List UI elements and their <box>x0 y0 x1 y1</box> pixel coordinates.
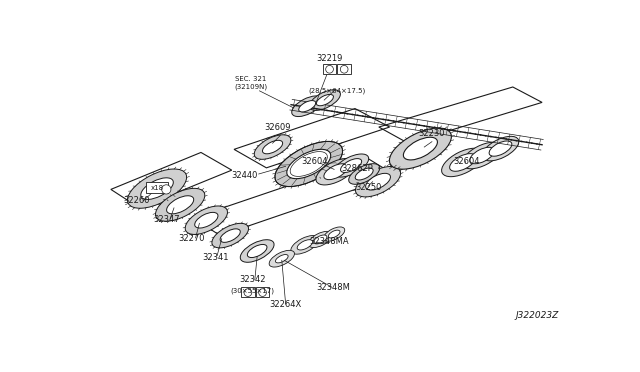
Ellipse shape <box>450 154 476 171</box>
Text: J322023Z: J322023Z <box>516 311 559 320</box>
Ellipse shape <box>316 158 355 185</box>
Ellipse shape <box>212 223 248 248</box>
Text: (28.5×64×17.5): (28.5×64×17.5) <box>308 87 366 94</box>
Bar <box>255 287 269 297</box>
Bar <box>323 64 337 74</box>
Text: 32250: 32250 <box>355 183 381 192</box>
Ellipse shape <box>259 289 266 296</box>
Ellipse shape <box>247 244 267 257</box>
Ellipse shape <box>127 169 187 208</box>
Ellipse shape <box>340 65 348 73</box>
Bar <box>147 182 168 193</box>
Ellipse shape <box>269 250 294 267</box>
Ellipse shape <box>489 141 512 156</box>
Ellipse shape <box>365 173 390 190</box>
Text: 32264X: 32264X <box>269 301 302 310</box>
Text: 32862P: 32862P <box>341 164 373 173</box>
Ellipse shape <box>316 94 333 106</box>
Text: SEC. 321
(32109N): SEC. 321 (32109N) <box>234 76 268 90</box>
Text: x18: x18 <box>150 185 164 191</box>
Ellipse shape <box>328 230 340 238</box>
Text: 32230: 32230 <box>419 129 445 138</box>
Text: 32348M: 32348M <box>316 283 350 292</box>
Ellipse shape <box>291 235 319 254</box>
Text: 32260: 32260 <box>124 196 150 205</box>
Text: 32440: 32440 <box>232 171 258 180</box>
Text: 32219: 32219 <box>316 54 343 63</box>
Ellipse shape <box>185 206 227 234</box>
Ellipse shape <box>141 178 173 199</box>
Text: 32348MA: 32348MA <box>310 237 349 246</box>
Ellipse shape <box>195 212 218 228</box>
Text: 32342: 32342 <box>239 275 266 284</box>
Ellipse shape <box>166 196 194 214</box>
Ellipse shape <box>299 100 316 112</box>
Ellipse shape <box>355 168 373 180</box>
Text: 32604: 32604 <box>301 157 328 166</box>
Ellipse shape <box>326 65 333 73</box>
Ellipse shape <box>262 140 283 154</box>
Ellipse shape <box>482 136 519 161</box>
Ellipse shape <box>314 235 327 244</box>
Text: 32270: 32270 <box>179 234 205 243</box>
Ellipse shape <box>333 154 369 177</box>
Bar <box>337 64 351 74</box>
Ellipse shape <box>275 254 288 263</box>
Ellipse shape <box>156 188 205 221</box>
Ellipse shape <box>292 96 323 116</box>
Text: 32347: 32347 <box>153 215 180 224</box>
Bar <box>241 287 255 297</box>
Ellipse shape <box>244 289 252 296</box>
Ellipse shape <box>254 135 291 159</box>
Ellipse shape <box>462 142 502 169</box>
Ellipse shape <box>340 158 362 173</box>
Text: 32609: 32609 <box>265 123 291 132</box>
Ellipse shape <box>220 229 240 242</box>
Ellipse shape <box>442 148 484 177</box>
Ellipse shape <box>403 137 438 160</box>
Ellipse shape <box>297 240 313 250</box>
Ellipse shape <box>309 90 340 110</box>
Ellipse shape <box>240 240 274 262</box>
Text: (30×55×17): (30×55×17) <box>230 288 275 294</box>
Ellipse shape <box>389 128 451 169</box>
Ellipse shape <box>355 167 401 197</box>
Ellipse shape <box>324 164 348 180</box>
Ellipse shape <box>162 185 171 194</box>
Ellipse shape <box>470 147 494 164</box>
Text: 32604: 32604 <box>453 157 480 166</box>
Ellipse shape <box>324 227 345 241</box>
Ellipse shape <box>275 141 342 187</box>
Ellipse shape <box>287 149 331 179</box>
Ellipse shape <box>308 231 332 247</box>
Ellipse shape <box>349 164 380 184</box>
Ellipse shape <box>290 151 327 176</box>
Text: 32341: 32341 <box>202 253 229 262</box>
